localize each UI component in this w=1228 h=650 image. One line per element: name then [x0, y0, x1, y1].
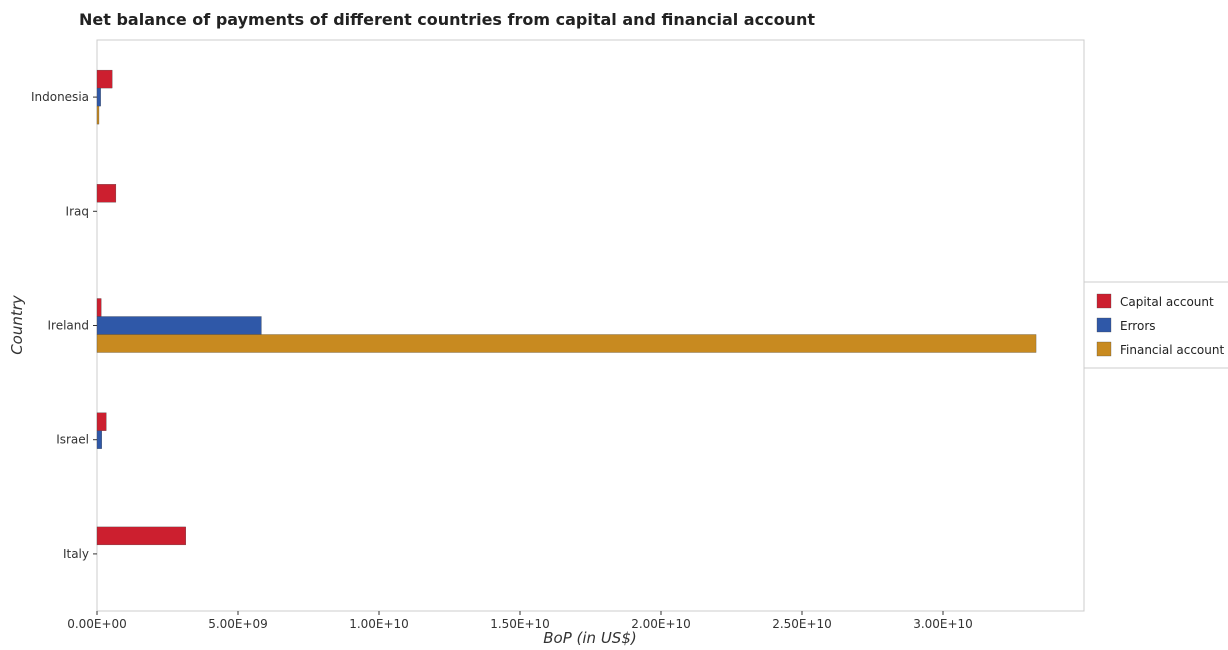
x-tick-label: 1.50E+10	[490, 617, 550, 631]
bar-errors-israel	[96, 430, 102, 449]
bars-group	[96, 69, 1037, 546]
bar-capital-account-ireland	[96, 298, 102, 317]
y-tick-label-iraq: Iraq	[66, 204, 89, 218]
y-axis-title: Country	[8, 294, 26, 355]
y-tick-label-indonesia: Indonesia	[31, 90, 89, 104]
bar-errors-indonesia	[96, 87, 101, 107]
x-axis-title: BoP (in US$)	[543, 629, 636, 647]
bar-capital-account-israel	[96, 412, 107, 431]
legend-swatch-errors	[1096, 317, 1112, 333]
x-tick-label: 3.00E+10	[913, 617, 973, 631]
y-tick-label-italy: Italy	[63, 547, 89, 561]
x-tick-label: 0.00E+00	[67, 617, 127, 631]
legend-label-errors: Errors	[1120, 319, 1156, 333]
bar-capital-account-iraq	[96, 184, 117, 203]
bar-capital-account-italy	[96, 526, 186, 546]
x-tick-label: 2.50E+10	[772, 617, 832, 631]
legend-label-financial-account: Financial account	[1120, 343, 1224, 357]
legend: Capital account Errors Financial account	[1083, 281, 1228, 369]
x-tick-label: 5.00E+09	[208, 617, 268, 631]
bar-errors-ireland	[96, 316, 262, 335]
bar-financial-account-ireland	[96, 334, 1037, 353]
y-axis: Indonesia Iraq Ireland Israel Italy	[31, 90, 97, 561]
x-tick-label: 1.00E+10	[349, 617, 409, 631]
x-axis: 0.00E+00 5.00E+09 1.00E+10 1.50E+10 2.00E+10…	[67, 611, 973, 631]
legend-swatch-capital-account	[1096, 293, 1112, 309]
bar-financial-account-indonesia	[96, 105, 100, 125]
plot-area: Indonesia Iraq Ireland Israel Italy 0.00E+00…	[31, 39, 1085, 631]
x-tick-label: 2.00E+10	[631, 617, 691, 631]
y-tick-label-ireland: Ireland	[47, 319, 89, 333]
legend-label-capital-account: Capital account	[1120, 295, 1214, 309]
y-tick-label-israel: Israel	[56, 433, 89, 447]
chart-title: Net balance of payments of different cou…	[79, 10, 815, 29]
legend-swatch-financial-account	[1096, 341, 1112, 357]
bar-capital-account-indonesia	[96, 69, 113, 89]
